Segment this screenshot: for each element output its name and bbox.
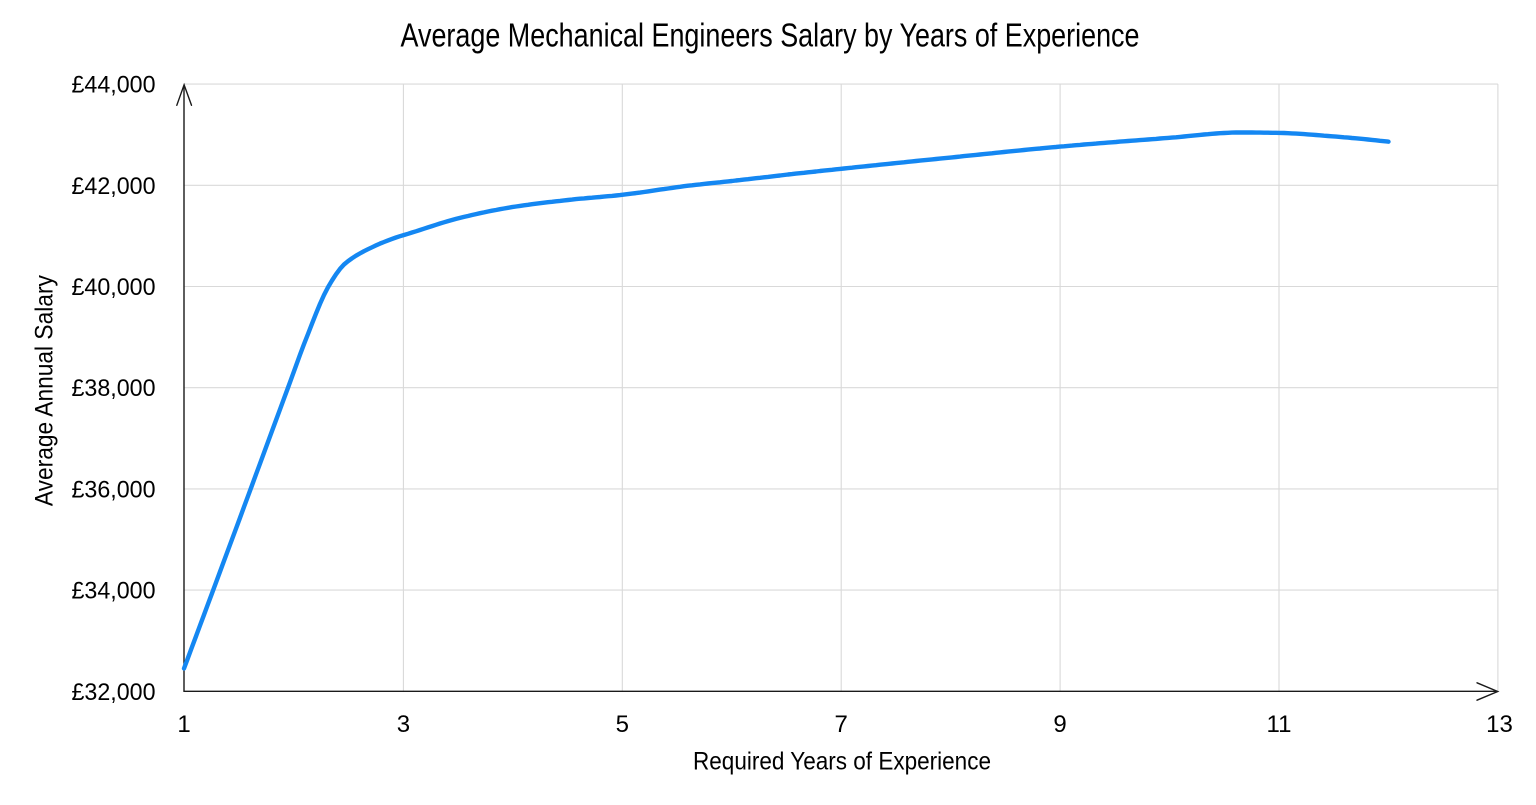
svg-text:Required Years of Experience: Required Years of Experience [693,748,991,776]
svg-text:£34,000: £34,000 [72,578,156,605]
svg-text:9: 9 [1053,711,1066,738]
svg-text:£40,000: £40,000 [72,274,156,301]
svg-text:11: 11 [1267,711,1292,738]
svg-text:5: 5 [616,711,629,738]
svg-text:£32,000: £32,000 [72,679,156,706]
svg-text:3: 3 [397,711,410,738]
svg-text:Average Mechanical Engineers S: Average Mechanical Engineers Salary by Y… [401,16,1140,53]
svg-text:£42,000: £42,000 [72,173,156,200]
svg-text:£36,000: £36,000 [72,476,156,503]
svg-text:Average Annual Salary: Average Annual Salary [30,275,58,506]
svg-text:13: 13 [1486,711,1513,738]
svg-text:7: 7 [835,711,848,738]
svg-text:£38,000: £38,000 [72,375,156,402]
svg-text:1: 1 [177,711,190,738]
svg-text:£44,000: £44,000 [72,72,156,99]
